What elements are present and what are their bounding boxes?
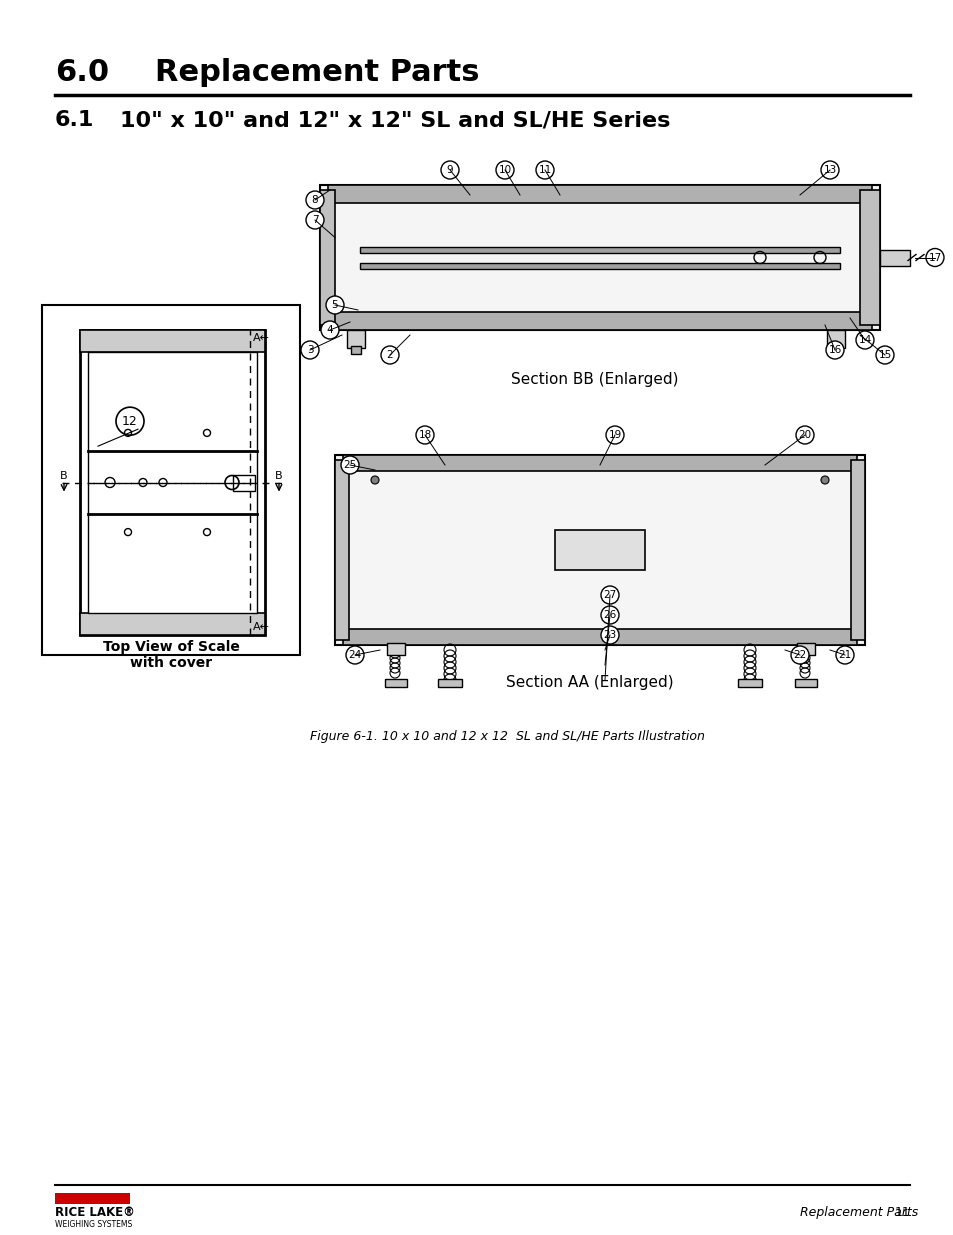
- Bar: [359, 247, 840, 252]
- Bar: [351, 346, 360, 354]
- Circle shape: [346, 646, 364, 664]
- Bar: [80, 613, 265, 635]
- Bar: [319, 185, 879, 330]
- Circle shape: [600, 606, 618, 624]
- Bar: [385, 679, 407, 687]
- Text: 9: 9: [446, 165, 453, 175]
- Bar: [319, 190, 335, 325]
- Text: B: B: [274, 471, 282, 480]
- Text: A←: A←: [253, 622, 270, 632]
- Circle shape: [320, 321, 338, 338]
- Text: 26: 26: [602, 610, 616, 620]
- Bar: [328, 185, 871, 203]
- Text: RICE LAKE®: RICE LAKE®: [55, 1207, 134, 1219]
- Circle shape: [306, 211, 324, 228]
- Bar: [359, 263, 840, 268]
- Circle shape: [821, 475, 828, 484]
- Bar: [387, 643, 405, 655]
- Circle shape: [821, 161, 838, 179]
- Bar: [328, 312, 871, 330]
- Text: 17: 17: [927, 252, 941, 263]
- Bar: [879, 249, 909, 266]
- Text: 24: 24: [348, 650, 361, 659]
- Text: 21: 21: [838, 650, 851, 659]
- Bar: [738, 679, 761, 687]
- Circle shape: [875, 346, 893, 364]
- Bar: [233, 474, 254, 490]
- Text: B: B: [60, 471, 68, 480]
- Bar: [555, 530, 644, 571]
- Circle shape: [416, 426, 434, 445]
- Text: Top View of Scale
with cover: Top View of Scale with cover: [103, 640, 239, 671]
- Bar: [343, 454, 856, 471]
- Text: 23: 23: [602, 630, 616, 640]
- Bar: [343, 629, 856, 645]
- Text: 10" x 10" and 12" x 12" SL and SL/HE Series: 10" x 10" and 12" x 12" SL and SL/HE Ser…: [120, 110, 670, 130]
- Bar: [859, 190, 879, 325]
- Text: 10: 10: [497, 165, 511, 175]
- Bar: [80, 330, 265, 635]
- Text: 16: 16: [827, 345, 841, 354]
- Text: 13: 13: [822, 165, 836, 175]
- Text: 19: 19: [608, 430, 621, 440]
- Text: 4: 4: [326, 325, 333, 335]
- Text: 5: 5: [332, 300, 338, 310]
- Text: 8: 8: [312, 195, 318, 205]
- Text: Replacement Parts: Replacement Parts: [154, 58, 479, 86]
- Circle shape: [371, 475, 378, 484]
- Circle shape: [600, 585, 618, 604]
- Circle shape: [536, 161, 554, 179]
- Text: 25: 25: [343, 459, 356, 471]
- Circle shape: [326, 296, 344, 314]
- Bar: [437, 679, 461, 687]
- Text: 15: 15: [878, 350, 891, 359]
- Text: Replacement Parts: Replacement Parts: [800, 1207, 918, 1219]
- Circle shape: [340, 456, 358, 474]
- Text: 18: 18: [418, 430, 431, 440]
- Text: Figure 6-1. 10 x 10 and 12 x 12  SL and SL/HE Parts Illustration: Figure 6-1. 10 x 10 and 12 x 12 SL and S…: [310, 730, 704, 743]
- Circle shape: [605, 426, 623, 445]
- Bar: [826, 330, 844, 348]
- Circle shape: [380, 346, 398, 364]
- Text: 20: 20: [798, 430, 811, 440]
- Bar: [796, 643, 814, 655]
- Circle shape: [925, 248, 943, 267]
- Text: Section AA (Enlarged): Section AA (Enlarged): [506, 676, 673, 690]
- Text: 6.1: 6.1: [55, 110, 94, 130]
- Bar: [794, 679, 816, 687]
- Bar: [55, 1193, 130, 1204]
- Circle shape: [496, 161, 514, 179]
- Circle shape: [600, 626, 618, 643]
- Text: 22: 22: [793, 650, 806, 659]
- Text: Section BB (Enlarged): Section BB (Enlarged): [511, 372, 678, 387]
- Text: A←: A←: [253, 333, 270, 343]
- Text: 11: 11: [537, 165, 551, 175]
- Circle shape: [825, 341, 843, 359]
- Text: 14: 14: [858, 335, 871, 345]
- Text: WEIGHING SYSTEMS: WEIGHING SYSTEMS: [55, 1220, 132, 1229]
- Text: 3: 3: [306, 345, 313, 354]
- Bar: [347, 330, 365, 348]
- Circle shape: [790, 646, 808, 664]
- Text: 11: 11: [893, 1207, 909, 1219]
- Bar: [830, 346, 841, 354]
- Circle shape: [835, 646, 853, 664]
- Text: 6.0: 6.0: [55, 58, 109, 86]
- Circle shape: [301, 341, 318, 359]
- Circle shape: [440, 161, 458, 179]
- Bar: [80, 330, 265, 352]
- Bar: [88, 352, 256, 613]
- Text: 12: 12: [122, 415, 138, 427]
- Bar: [42, 305, 299, 655]
- Bar: [850, 459, 864, 640]
- Bar: [335, 459, 349, 640]
- Circle shape: [795, 426, 813, 445]
- Text: 7: 7: [312, 215, 318, 225]
- Text: 27: 27: [602, 590, 616, 600]
- Circle shape: [855, 331, 873, 350]
- Bar: [335, 454, 864, 645]
- Text: 2: 2: [386, 350, 393, 359]
- Circle shape: [306, 191, 324, 209]
